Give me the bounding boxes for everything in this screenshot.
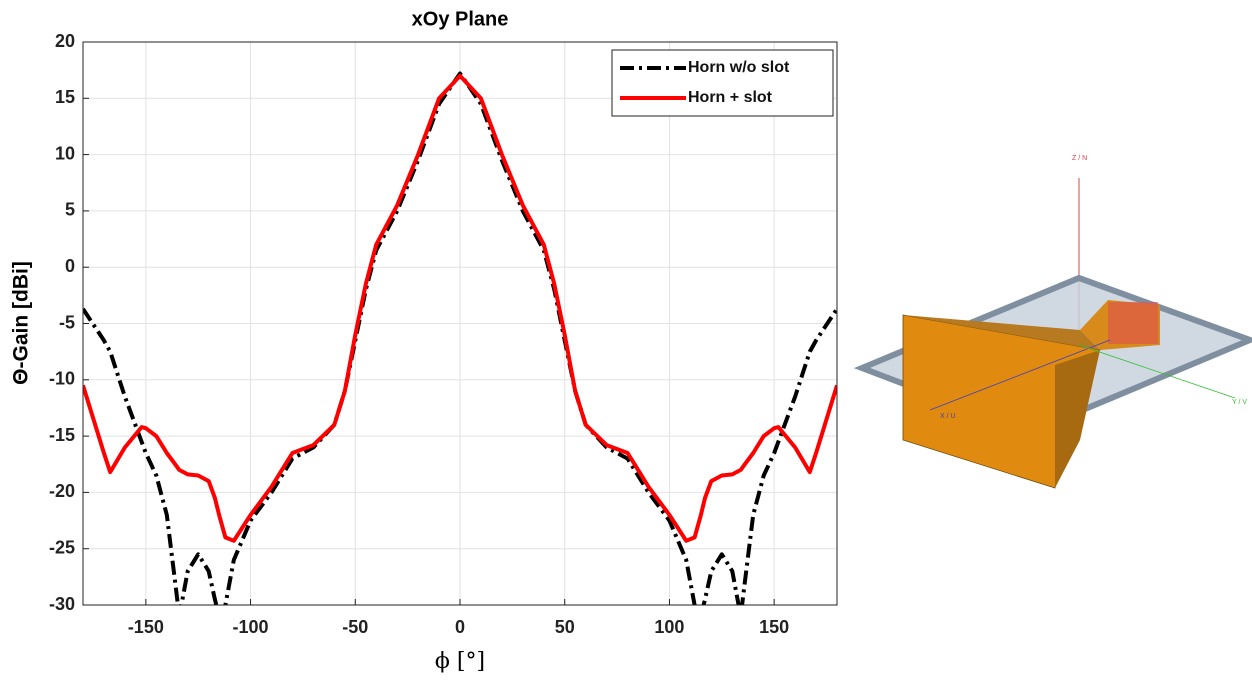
y-tick-label: -15 <box>49 425 75 445</box>
y-tick-label: -10 <box>49 369 75 389</box>
x-tick-label: 50 <box>555 617 575 637</box>
x-tick-label: -50 <box>342 617 368 637</box>
y-tick-label: -25 <box>49 537 75 557</box>
axis-label-3d: X / U <box>940 413 956 420</box>
x-tick-label: 150 <box>759 617 789 637</box>
axis-label-3d: Y / V <box>1232 399 1247 406</box>
y-tick-label: -30 <box>49 594 75 614</box>
chart: xOy Plane ϕ [°] Θ-Gain [dBi] Horn w/o sl… <box>0 0 1252 679</box>
slot <box>1108 302 1158 344</box>
x-axis-label: ϕ [°] <box>435 649 485 674</box>
y-tick-label: 20 <box>55 31 75 51</box>
y-tick-label: 5 <box>65 200 75 220</box>
y-tick-label: -5 <box>59 312 75 332</box>
legend-label: Horn w/o slot <box>688 59 790 76</box>
y-tick-label: -20 <box>49 481 75 501</box>
x-tick-label: -100 <box>233 617 269 637</box>
y-tick-label: 0 <box>65 256 75 276</box>
horn-side <box>1055 350 1100 488</box>
y-axis-label: Θ-Gain [dBi] <box>10 261 33 385</box>
y-tick-label: 15 <box>55 87 75 107</box>
model-3d: Z / N Y / V X / U <box>862 155 1250 488</box>
legend-label: Horn + slot <box>688 89 773 106</box>
y-tick-label: 10 <box>55 143 75 163</box>
axis-label-3d: Z / N <box>1072 155 1087 162</box>
x-tick-label: -150 <box>128 617 164 637</box>
x-tick-label: 100 <box>654 617 684 637</box>
x-tick-label: 0 <box>455 617 465 637</box>
chart-title: xOy Plane <box>412 8 509 30</box>
